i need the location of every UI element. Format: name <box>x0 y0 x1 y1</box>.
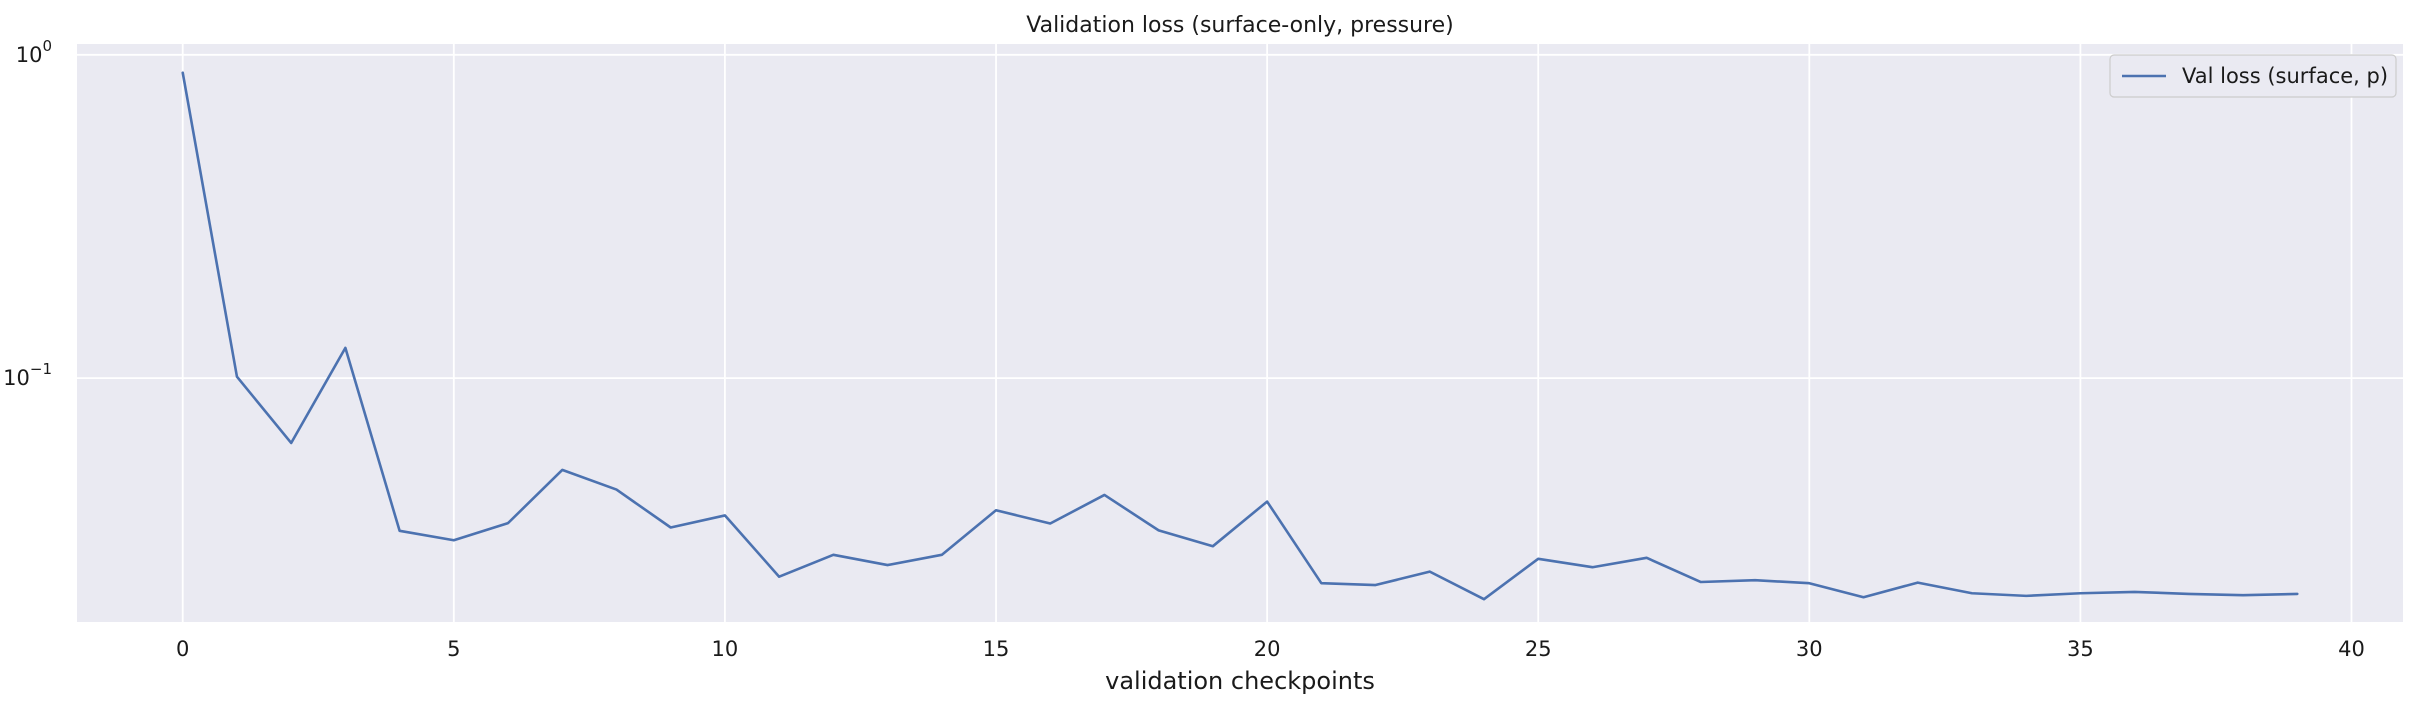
x-tick-label: 40 <box>2338 637 2365 661</box>
x-tick-label: 25 <box>1525 637 1552 661</box>
legend: Val loss (surface, p) <box>2109 54 2397 98</box>
plot-area <box>77 44 2403 622</box>
x-tick-label: 5 <box>447 637 460 661</box>
axis-ticks: 0 5 10 15 20 25 30 35 40 100 10−1 <box>3 37 2365 661</box>
x-tick-label: 35 <box>2067 637 2094 661</box>
x-tick-label: 30 <box>1796 637 1823 661</box>
y-tick-label: 100 <box>16 37 52 67</box>
y-tick-label: 10−1 <box>3 360 52 390</box>
x-tick-label: 20 <box>1254 637 1281 661</box>
chart-title: Validation loss (surface-only, pressure) <box>1026 13 1454 38</box>
series-lines <box>181 71 2299 601</box>
grid <box>77 44 2403 622</box>
x-tick-label: 0 <box>176 637 189 661</box>
x-tick-label: 10 <box>712 637 739 661</box>
x-axis-label: validation checkpoints <box>1105 667 1375 695</box>
legend-box <box>2109 54 2397 98</box>
legend-label: Val loss (surface, p) <box>2182 64 2388 88</box>
x-tick-label: 15 <box>983 637 1010 661</box>
series-line <box>181 71 2299 601</box>
